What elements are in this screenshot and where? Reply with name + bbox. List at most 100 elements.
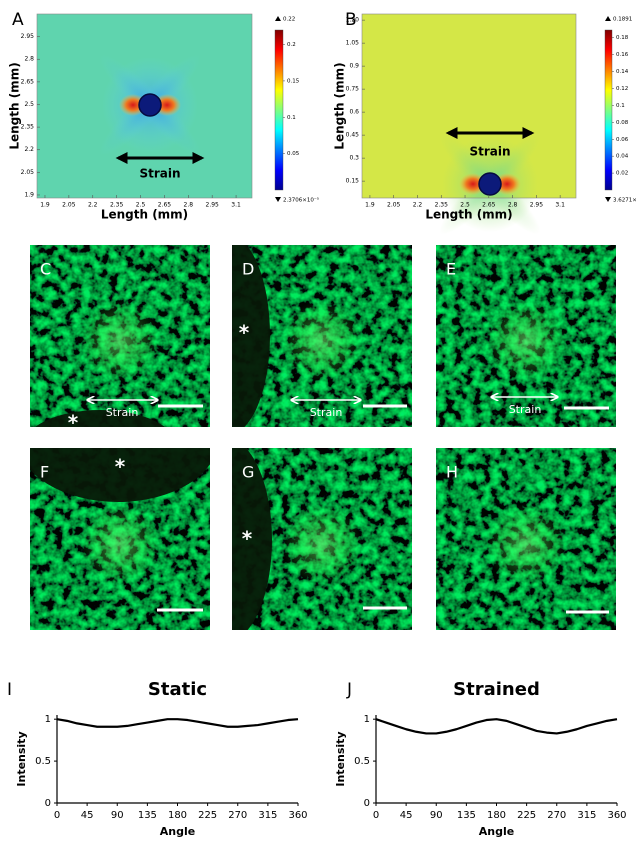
hole xyxy=(138,93,162,117)
micrograph: D * Strain xyxy=(232,245,412,427)
hole-marker: * xyxy=(68,411,79,435)
x-tick-label: 2.8 xyxy=(184,202,194,209)
hole-region xyxy=(30,448,210,502)
x-tick-label: 2.95 xyxy=(206,202,220,209)
colorbar-tick-label: 0.2 xyxy=(287,42,296,48)
y-tick-label: 0.45 xyxy=(346,132,360,139)
min-marker xyxy=(605,197,611,202)
chart-title: Static xyxy=(148,679,207,700)
colorbar-tick-label: 0.16 xyxy=(616,52,629,58)
hole-marker: * xyxy=(115,455,126,479)
y-tick-label: 1 xyxy=(45,714,51,725)
y-tick-label: 0.75 xyxy=(346,86,360,93)
x-tick-label: 0 xyxy=(373,810,379,821)
x-tick-label: 270 xyxy=(547,810,566,821)
plot-frame xyxy=(361,13,577,199)
colorbar-tick-label: 0.12 xyxy=(616,86,628,92)
center-glow xyxy=(486,301,566,381)
y-tick-label: 2.05 xyxy=(21,169,35,176)
colorbar-tick-label: 0.15 xyxy=(287,78,300,84)
y-axis-label: Intensity xyxy=(15,731,28,786)
hole xyxy=(478,172,502,196)
panel-label: I xyxy=(7,680,12,700)
line-chart: 0 0.5 1 0 45 90 135 180 225 270 315 360 Static Angle I… xyxy=(7,679,308,838)
colorbar-tick-label: 0.08 xyxy=(616,120,629,126)
y-tick-label: 0.15 xyxy=(346,178,360,185)
y-tick-label: 1.9 xyxy=(24,191,34,198)
x-tick-label: 360 xyxy=(607,810,626,821)
x-axis-label: Length (mm) xyxy=(101,208,188,222)
panel-label: C xyxy=(40,260,51,279)
center-glow xyxy=(282,301,362,381)
panel-label: D xyxy=(242,260,254,279)
center-glow xyxy=(282,504,362,584)
y-tick-label: 2.5 xyxy=(24,101,34,108)
center-glow xyxy=(486,504,566,584)
x-tick-label: 2.8 xyxy=(508,202,518,209)
y-axis-label: Length (mm) xyxy=(333,62,347,149)
strain-label: Strain xyxy=(509,403,542,416)
x-tick-label: 2.65 xyxy=(482,202,496,209)
y-tick-label: 0.3 xyxy=(349,155,359,162)
x-tick-label: 90 xyxy=(111,810,124,821)
y-tick-label: 1 xyxy=(364,714,370,725)
min-marker xyxy=(275,197,281,202)
x-tick-label: 315 xyxy=(577,810,596,821)
panel-label: G xyxy=(242,463,254,482)
panel-label: A xyxy=(12,10,24,30)
y-axis-label: Length (mm) xyxy=(8,62,22,149)
colorbar-tick-label: 0.14 xyxy=(616,69,629,75)
strain-label: Strain xyxy=(469,145,510,159)
x-tick-label: 225 xyxy=(517,810,536,821)
colorbar xyxy=(274,29,284,191)
line-chart: 0 0.5 1 0 45 90 135 180 225 270 315 360 Strained Angl… xyxy=(334,679,627,838)
x-tick-label: 180 xyxy=(168,810,187,821)
colorbar-max-label: 0.1891 xyxy=(613,17,632,23)
y-tick-label: 0.5 xyxy=(354,756,370,767)
hole-region xyxy=(232,245,270,427)
x-axis-label: Angle xyxy=(160,825,195,838)
x-tick-label: 0 xyxy=(54,810,60,821)
x-tick-label: 180 xyxy=(487,810,506,821)
colorbar-tick-label: 0.05 xyxy=(287,151,300,157)
colorbar-min-label: 2.3706×10⁻⁵ xyxy=(283,197,319,204)
x-tick-label: 90 xyxy=(430,810,443,821)
x-tick-label: 225 xyxy=(198,810,217,821)
x-tick-label: 360 xyxy=(288,810,307,821)
strain-label: Strain xyxy=(310,406,343,419)
x-axis-label: Length (mm) xyxy=(425,208,512,222)
hole-region xyxy=(35,410,165,427)
x-tick-label: 135 xyxy=(138,810,157,821)
x-tick-label: 315 xyxy=(258,810,277,821)
colorbar-tick-label: 0.1 xyxy=(287,115,296,121)
x-tick-label: 2.35 xyxy=(110,202,124,209)
y-tick-label: 0.6 xyxy=(349,109,359,116)
x-tick-label: 2.05 xyxy=(62,202,76,209)
plot-frame xyxy=(36,13,253,199)
y-tick-label: 0 xyxy=(45,798,51,809)
hole-marker: * xyxy=(242,527,253,551)
x-tick-label: 45 xyxy=(81,810,94,821)
intensity-line xyxy=(56,718,299,728)
x-tick-label: 2.2 xyxy=(413,202,423,209)
panel-label: F xyxy=(40,463,49,482)
colorbar-tick-label: 0.04 xyxy=(616,154,629,160)
x-tick-label: 2.35 xyxy=(435,202,449,209)
hole-marker: * xyxy=(239,321,250,345)
colorbar-tick-label: 0.1 xyxy=(616,103,625,109)
hole-region xyxy=(232,448,272,630)
x-tick-label: 2.5 xyxy=(460,202,470,209)
colorbar-tick-label: 0.06 xyxy=(616,137,629,143)
y-tick-label: 0 xyxy=(364,798,370,809)
y-tick-label: 2.65 xyxy=(21,78,35,85)
chart-title: Strained xyxy=(453,679,540,700)
strain-label: Strain xyxy=(139,167,180,181)
panel-label: J xyxy=(346,680,352,700)
intensity-line xyxy=(375,718,618,735)
colorbar-min-label: 3.6271×10⁻⁵ xyxy=(613,197,636,204)
x-tick-label: 2.65 xyxy=(158,202,172,209)
y-tick-label: 2.35 xyxy=(21,124,35,131)
x-tick-label: 3.1 xyxy=(231,202,241,209)
x-tick-label: 1.9 xyxy=(40,202,50,209)
